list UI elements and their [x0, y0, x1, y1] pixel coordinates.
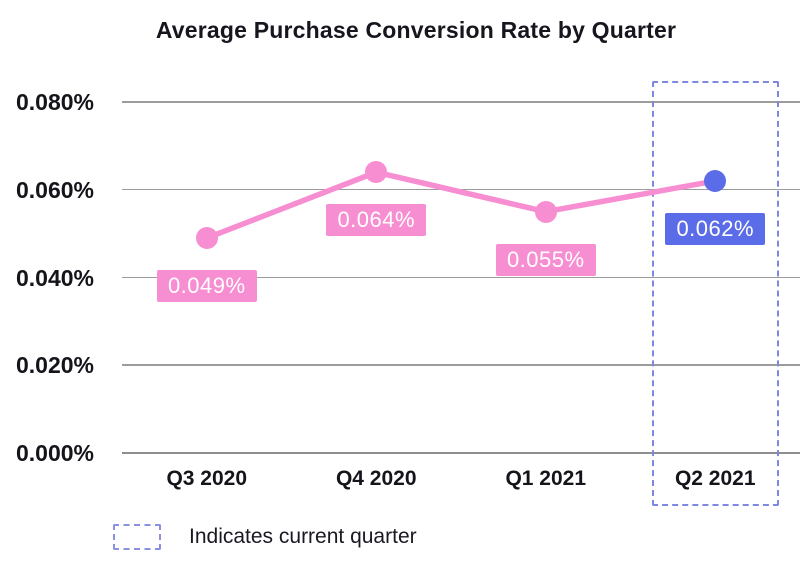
y-axis-tick-label: 0.040%	[16, 264, 95, 291]
y-axis-tick-label: 0.020%	[16, 352, 95, 379]
data-point-q1-2021[interactable]	[534, 200, 557, 223]
data-point-q2-2021[interactable]	[704, 169, 727, 192]
data-label-q1-2021: 0.055%	[495, 243, 596, 276]
chart-title: Average Purchase Conversion Rate by Quar…	[155, 17, 677, 43]
legend-label: Indicates current quarter	[189, 525, 417, 548]
data-point-q4-2020[interactable]	[365, 161, 388, 184]
current-quarter-highlight	[651, 81, 779, 506]
legend: Indicates current quarter	[113, 522, 417, 552]
gridline	[122, 452, 800, 454]
data-label-q2-2021: 0.062%	[665, 212, 766, 245]
x-axis-tick-label-q3-2020: Q3 2020	[166, 467, 248, 490]
x-axis-tick-label-q2-2021: Q2 2021	[674, 467, 756, 490]
data-point-q3-2020[interactable]	[195, 227, 218, 249]
x-axis-tick-label-q1-2021: Q1 2021	[505, 467, 587, 490]
gridline	[122, 364, 800, 366]
x-axis-tick-label-q4-2020: Q4 2020	[335, 467, 417, 490]
gridline	[122, 101, 800, 103]
y-axis-tick-label: 0.000%	[16, 440, 95, 466]
gridline	[122, 276, 800, 278]
data-label-q4-2020: 0.064%	[326, 204, 427, 237]
y-axis-tick-label: 0.080%	[16, 89, 95, 115]
data-label-q3-2020: 0.049%	[156, 270, 257, 302]
y-axis-tick-label: 0.060%	[16, 176, 95, 203]
current-quarter-swatch-icon	[113, 524, 161, 550]
